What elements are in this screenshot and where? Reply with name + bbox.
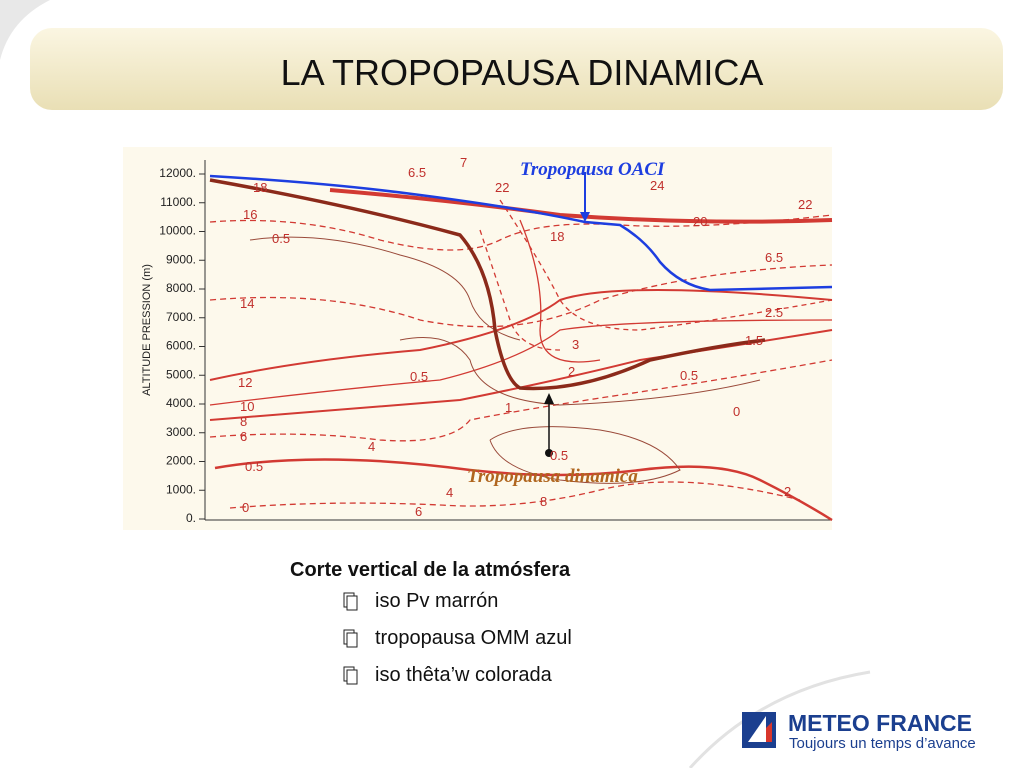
y-tick-label: 9000. bbox=[166, 252, 196, 266]
contours bbox=[209, 188, 833, 522]
contour-label: 8 bbox=[240, 414, 247, 429]
contour-label: 0.5 bbox=[245, 459, 263, 474]
bullet-icon bbox=[343, 592, 358, 611]
corner-decoration bbox=[0, 0, 50, 60]
axis-label: ALTITUDE PRESSION (m) bbox=[141, 264, 153, 396]
arrow-dot bbox=[545, 449, 553, 457]
contour-label: 20 bbox=[693, 214, 707, 229]
y-tick-label: 12000. bbox=[159, 166, 196, 180]
contour-label: 6.5 bbox=[765, 250, 783, 265]
slide-title: LA TROPOPAUSA DINAMICA bbox=[281, 52, 764, 93]
contour-label: 8 bbox=[540, 494, 547, 509]
contour-label: 1 bbox=[505, 400, 512, 415]
contour-label: 0 bbox=[733, 404, 740, 419]
dynamic-tropopause bbox=[209, 178, 766, 391]
contour-label: 0.5 bbox=[410, 369, 428, 384]
bullet-icon bbox=[343, 666, 358, 685]
contour-label: 18 bbox=[253, 180, 267, 195]
y-tick-label: 10000. bbox=[159, 224, 196, 238]
y-tick-label: 4000. bbox=[166, 396, 196, 410]
contour-label: 18 bbox=[550, 229, 564, 244]
logo-name: METEO FRANCE bbox=[788, 710, 972, 736]
y-tick-label: 5000. bbox=[166, 367, 196, 381]
contour-label: 10 bbox=[240, 399, 254, 414]
annotation: Tropopausa dinamica bbox=[467, 466, 638, 487]
bullet-text: iso thêta’w colorada bbox=[375, 664, 553, 686]
contour-label: 0.5 bbox=[272, 231, 290, 246]
bullet-text: iso Pv marrón bbox=[375, 590, 498, 612]
y-tick-label: 6000. bbox=[166, 339, 196, 353]
contour-label: 2 bbox=[568, 364, 575, 379]
contour-label: 6.5 bbox=[408, 165, 426, 180]
icon-page bbox=[346, 632, 358, 648]
pv-thin bbox=[249, 236, 761, 484]
contour-label: 14 bbox=[240, 296, 254, 311]
arrow-head bbox=[580, 212, 590, 222]
y-tick-label: 7000. bbox=[166, 310, 196, 324]
logo-tagline: Toujours un temps d’avance bbox=[789, 735, 976, 752]
contour-label: 3 bbox=[572, 337, 579, 352]
contour-label: 0 bbox=[242, 500, 249, 515]
bullet-text: tropopausa OMM azul bbox=[375, 627, 572, 649]
y-tick-label: 2000. bbox=[166, 454, 196, 468]
figure: ALTITUDE PRESSION (m) 12000.11000.10000.… bbox=[123, 147, 833, 530]
y-tick-label: 1000. bbox=[166, 482, 196, 496]
swoosh bbox=[688, 670, 871, 768]
title-bar bbox=[30, 28, 1003, 110]
icon-page bbox=[346, 669, 358, 685]
arrow-head bbox=[544, 393, 554, 404]
icon-page bbox=[346, 595, 358, 611]
bullet-icon bbox=[343, 629, 358, 648]
y-tick-label: 0. bbox=[186, 511, 196, 525]
contour-label: 2.5 bbox=[765, 305, 783, 320]
figure-background bbox=[123, 147, 832, 530]
caption-heading: Corte vertical de la atmósfera bbox=[290, 559, 571, 581]
contour-label: 4 bbox=[368, 439, 375, 454]
contour-label: 22 bbox=[495, 180, 509, 195]
contour-label: 7 bbox=[460, 155, 467, 170]
contour-label: 6 bbox=[415, 504, 422, 519]
contour-label: 22 bbox=[798, 197, 812, 212]
contour-label: 16 bbox=[243, 207, 257, 222]
annotation: Tropopausa OACI bbox=[520, 159, 665, 180]
contour-label: 6 bbox=[240, 429, 247, 444]
y-tick-label: 3000. bbox=[166, 425, 196, 439]
y-tick-label: 8000. bbox=[166, 281, 196, 295]
logo-mark-shape bbox=[748, 716, 766, 742]
contour-label: 12 bbox=[238, 375, 252, 390]
y-tick-label: 11000. bbox=[160, 195, 196, 209]
omm-tropopause bbox=[209, 174, 833, 292]
contour-label: 0.5 bbox=[680, 368, 698, 383]
logo-mark-accent bbox=[766, 722, 772, 742]
contour-label: 0.5 bbox=[550, 448, 568, 463]
contour-label: 4 bbox=[446, 485, 453, 500]
contour-label: 24 bbox=[650, 178, 664, 193]
contour-label: 2 bbox=[784, 484, 791, 499]
contour-label: 1.5 bbox=[745, 333, 763, 348]
